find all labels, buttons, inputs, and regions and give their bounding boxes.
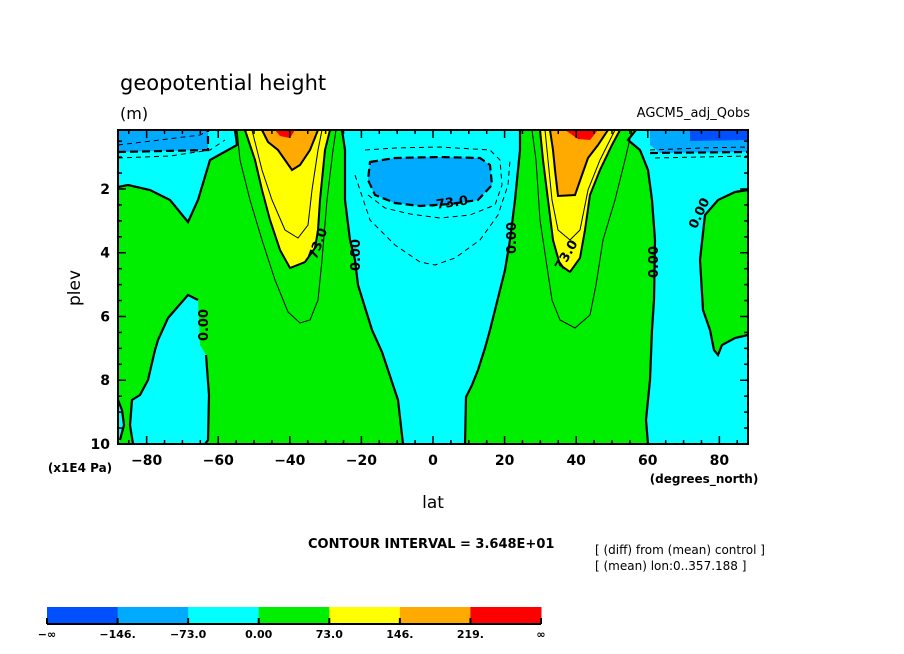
region-sh-lower-negative [130, 295, 209, 444]
region-sh-jet-orange [262, 130, 318, 170]
contour-label: 0.00 [349, 239, 364, 271]
colorbar-label: 219. [457, 628, 484, 641]
y-axis-label: plev [65, 270, 85, 306]
x-tick-label: 40 [566, 453, 586, 469]
colorbar-swatch [329, 607, 401, 624]
x-tick-label: 80 [710, 453, 730, 469]
y-tick-label: 6 [100, 309, 110, 325]
minus73-contours [118, 130, 748, 208]
region-sh-polar-top-negative [118, 130, 208, 152]
note-mean: [ (mean) lon:0..357.188 ] [595, 559, 746, 573]
x-tick-label: 0 [428, 453, 438, 469]
note-diff: [ (diff) from (mean) control ] [595, 543, 765, 557]
region-tropical-upper-min [368, 157, 492, 206]
contour-label: 0.00 [197, 309, 212, 341]
x-tick-label: −40 [274, 453, 305, 469]
y-axis-units: (x1E4 Pa) [48, 461, 112, 475]
region-nh-jet-core [565, 130, 598, 140]
region-nh-high-lat-negative [628, 130, 748, 444]
colorbar-swatch [399, 607, 471, 624]
colorbar: −∞ −146. −73.0 0.00 73.0 146. 219. ∞ [38, 607, 546, 641]
chart-units: (m) [120, 104, 148, 123]
zero-contours [118, 130, 748, 444]
y-tick-label: 8 [100, 373, 110, 389]
positive-contours [244, 130, 621, 274]
thin-positive-contours [236, 130, 633, 329]
x-axis-units: (degrees_north) [650, 472, 759, 487]
x-tick-label: 20 [495, 453, 515, 469]
region-sh-edge-negative [118, 400, 124, 444]
x-axis: −80 −60 −40 −20 0 20 40 60 80 [127, 130, 739, 469]
x-axis-label: lat [422, 493, 444, 513]
chart-subtitle-right: AGCM5_adj_Qobs [637, 106, 751, 121]
negative-contours [118, 130, 748, 266]
plot-area: -73.0 73.0 0.00 0.00 73.0 0.00 0.00 0.00… [91, 129, 749, 469]
x-tick-label: −60 [203, 453, 234, 469]
y-tick-label: 10 [91, 437, 111, 453]
contour-label: 0.00 [647, 246, 662, 278]
region-sh-midlat-jet-positive [245, 130, 330, 268]
region-sh-high-lat-negative [118, 130, 237, 222]
colorbar-label: ∞ [536, 628, 545, 641]
colorbar-swatch [188, 607, 260, 624]
region-nh-jet-orange [550, 130, 608, 196]
x-tick-label: −20 [346, 453, 377, 469]
contour-label: 0.00 [505, 222, 520, 254]
y-tick-label: 4 [100, 246, 110, 262]
x-tick-label: 60 [638, 453, 658, 469]
contour-interval: CONTOUR INTERVAL = 3.648E+01 [308, 537, 554, 552]
colorbar-swatch [47, 607, 119, 624]
contour-label: -73.0 [430, 193, 469, 213]
colorbar-swatch [258, 607, 330, 624]
colorbar-label: −146. [99, 628, 135, 641]
y-axis: 2 4 6 8 10 [91, 140, 748, 453]
colorbar-label: 73.0 [316, 628, 343, 641]
chart-title: geopotential height [120, 71, 326, 95]
colorbar-label: −73.0 [170, 628, 207, 641]
colorbar-swatch [117, 607, 189, 624]
colorbar-label: −∞ [38, 628, 56, 641]
colorbar-label: 0.00 [245, 628, 272, 641]
colorbar-swatch [470, 607, 542, 624]
x-tick-label: −80 [131, 453, 162, 469]
colorbar-label: 146. [386, 628, 413, 641]
y-tick-label: 2 [100, 182, 110, 198]
